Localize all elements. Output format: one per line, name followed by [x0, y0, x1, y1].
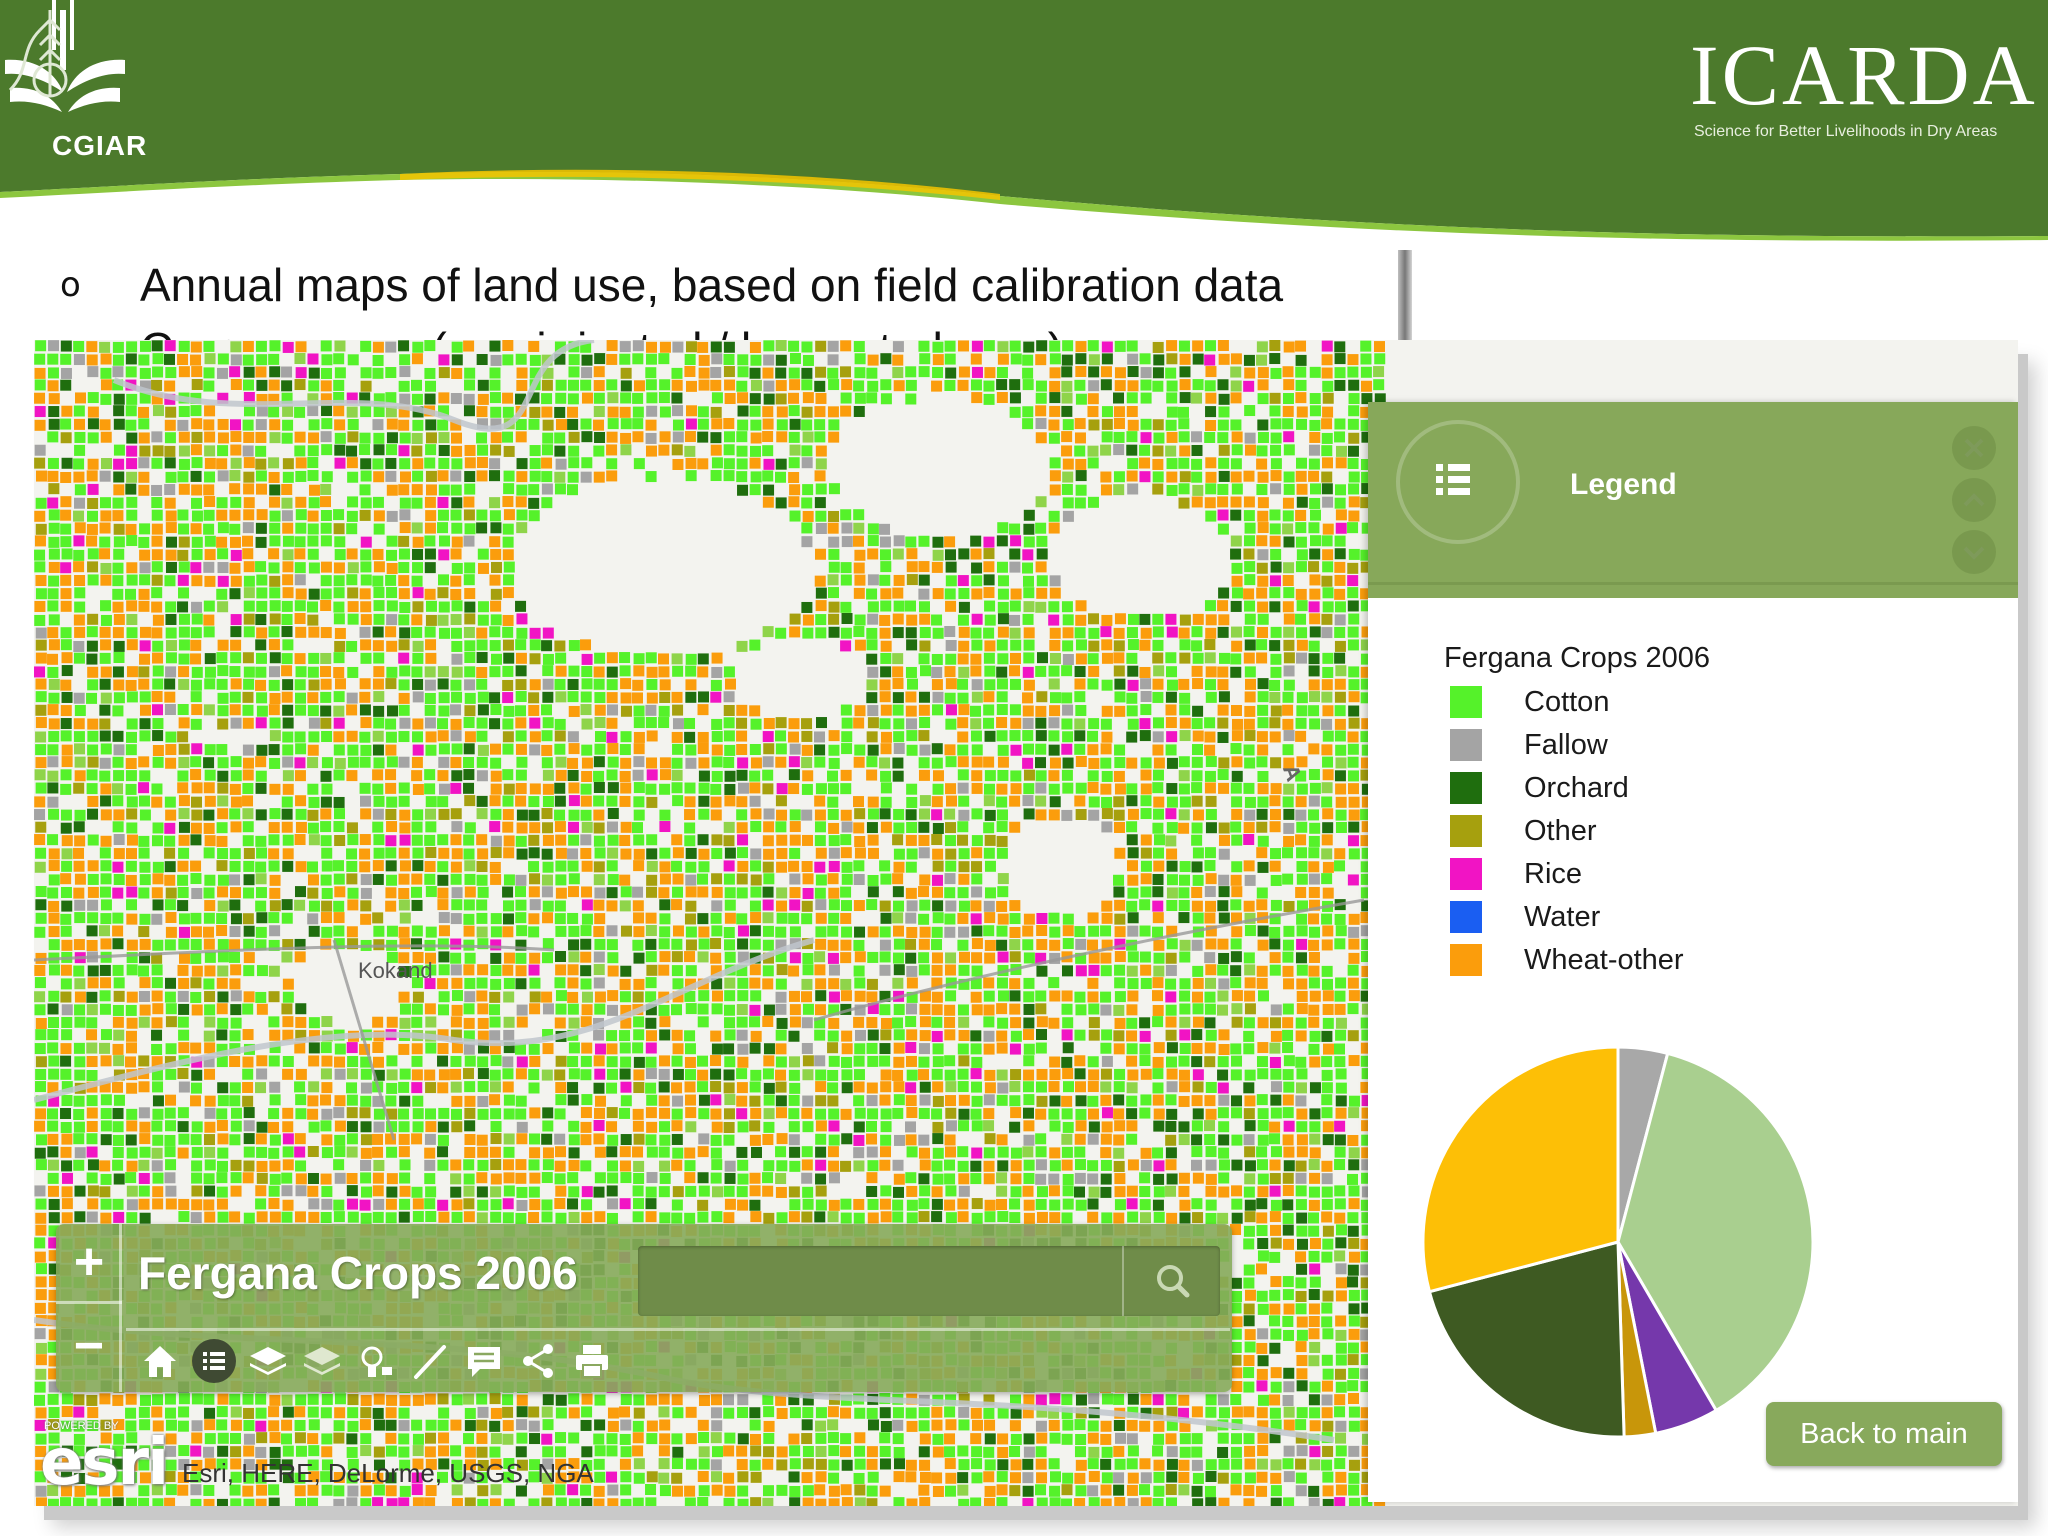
- legend-label: Rice: [1524, 857, 1583, 890]
- basemap-icon[interactable]: [300, 1339, 344, 1383]
- chevron-up-icon: [1963, 493, 1985, 507]
- close-icon: [1964, 438, 1984, 458]
- legend-item-fallow: Fallow: [1450, 727, 1608, 763]
- legend-swatch: [1450, 944, 1482, 976]
- collapse-button[interactable]: [1952, 478, 1996, 522]
- bullet-2: o Crop acreage (e.g. irrigated / harvest…: [60, 318, 1063, 342]
- pie-slice-4: [1427, 1240, 1626, 1439]
- share-icon[interactable]: [516, 1339, 560, 1383]
- search-input[interactable]: [638, 1246, 1220, 1316]
- legend-item-cotton: Cotton: [1450, 684, 1609, 720]
- icarda-tagline: Science for Better Livelihoods in Dry Ar…: [1694, 123, 1998, 140]
- legend-title: Legend: [1570, 468, 1677, 501]
- map-toolbar: + − Fergana Crops 2006: [56, 1224, 1232, 1392]
- legend-icon-ring: [1396, 420, 1520, 544]
- legend-label: Water: [1524, 900, 1601, 933]
- comment-icon[interactable]: [462, 1339, 506, 1383]
- close-button[interactable]: [1952, 426, 1996, 470]
- chevron-down-icon: [1963, 546, 1985, 560]
- legend-label: Other: [1524, 814, 1597, 847]
- bullet-1: o Annual maps of land use, based on fiel…: [60, 255, 1283, 315]
- legend-item-orchard: Orchard: [1450, 770, 1629, 806]
- print-icon[interactable]: [570, 1339, 614, 1383]
- icarda-emblem: [8, 10, 68, 98]
- legend-label: Wheat-other: [1524, 943, 1684, 976]
- pie-slice-1: [1616, 1051, 1815, 1413]
- legend-item-rice: Rice: [1450, 856, 1582, 892]
- legend-list-icon: [1436, 464, 1470, 495]
- tools-row: [126, 1328, 1230, 1390]
- search-icon: [1157, 1265, 1190, 1298]
- map-attribution[interactable]: Esri, HERE, DeLorme, USGS, NGA: [182, 1458, 594, 1488]
- legend-swatch: [1450, 901, 1482, 933]
- crop-share-pie-chart: [1421, 1045, 1815, 1439]
- pie-slice-5: [1421, 1045, 1620, 1294]
- legend-item-water: Water: [1450, 899, 1600, 935]
- header-banner: [0, 0, 2048, 241]
- zoom-out-button[interactable]: −: [73, 1317, 105, 1375]
- place-label-kokand: Kokand: [358, 958, 433, 983]
- bullet-text: Crop acreage (e.g. irrigated / harvested…: [140, 322, 1063, 342]
- cgiar-logo-text: CGIAR: [52, 130, 148, 161]
- legend-swatch: [1450, 686, 1482, 718]
- legend-panel: Legend Fergana Crops 2006 Cotton Fallow Or…: [1368, 402, 2018, 1502]
- text-panel-edge: [1398, 250, 1412, 345]
- list-button[interactable]: [192, 1339, 236, 1383]
- list-icon: [203, 1352, 225, 1370]
- legend-swatch: [1450, 858, 1482, 890]
- bookmark-icon[interactable]: [354, 1339, 398, 1383]
- legend-label: Fallow: [1524, 728, 1608, 761]
- home-icon[interactable]: [138, 1339, 182, 1383]
- legend-label: Orchard: [1524, 771, 1629, 804]
- zoom-controls: + −: [56, 1224, 122, 1392]
- legend-swatch: [1450, 815, 1482, 847]
- layers-icon[interactable]: [246, 1339, 290, 1383]
- legend-item-other: Other: [1450, 813, 1597, 849]
- legend-header: Legend: [1368, 402, 2018, 598]
- slide-header: CGIAR ICARDA Science for Better Liveliho…: [0, 0, 2048, 250]
- back-to-main-button[interactable]: Back to main: [1766, 1402, 2002, 1466]
- esri-logo[interactable]: esri: [40, 1426, 169, 1500]
- legend-label: Cotton: [1524, 685, 1610, 718]
- bullet-text: Annual maps of land use, based on field …: [140, 259, 1284, 311]
- legend-layer-title: Fergana Crops 2006: [1444, 642, 1710, 674]
- expand-button[interactable]: [1952, 530, 1996, 574]
- search-button[interactable]: [1126, 1246, 1220, 1316]
- app-title: Fergana Crops 2006: [138, 1247, 578, 1299]
- icarda-logo-name: ICARDA: [1690, 27, 2038, 123]
- map-app-screenshot: Kokand A POWERED BY esri Esri, HERE, DeL…: [34, 340, 2018, 1506]
- search-divider: [1122, 1246, 1124, 1316]
- cgiar-logo: [5, 0, 125, 112]
- bullet-mark: o: [60, 265, 81, 305]
- esri-powered-by: POWERED BY: [44, 1420, 119, 1432]
- legend-item-wheat-other: Wheat-other: [1450, 942, 1684, 978]
- legend-swatch: [1450, 772, 1482, 804]
- zoom-in-button[interactable]: +: [56, 1224, 122, 1304]
- measure-icon[interactable]: [408, 1339, 452, 1383]
- legend-swatch: [1450, 729, 1482, 761]
- legend-header-divider: [1368, 582, 2018, 585]
